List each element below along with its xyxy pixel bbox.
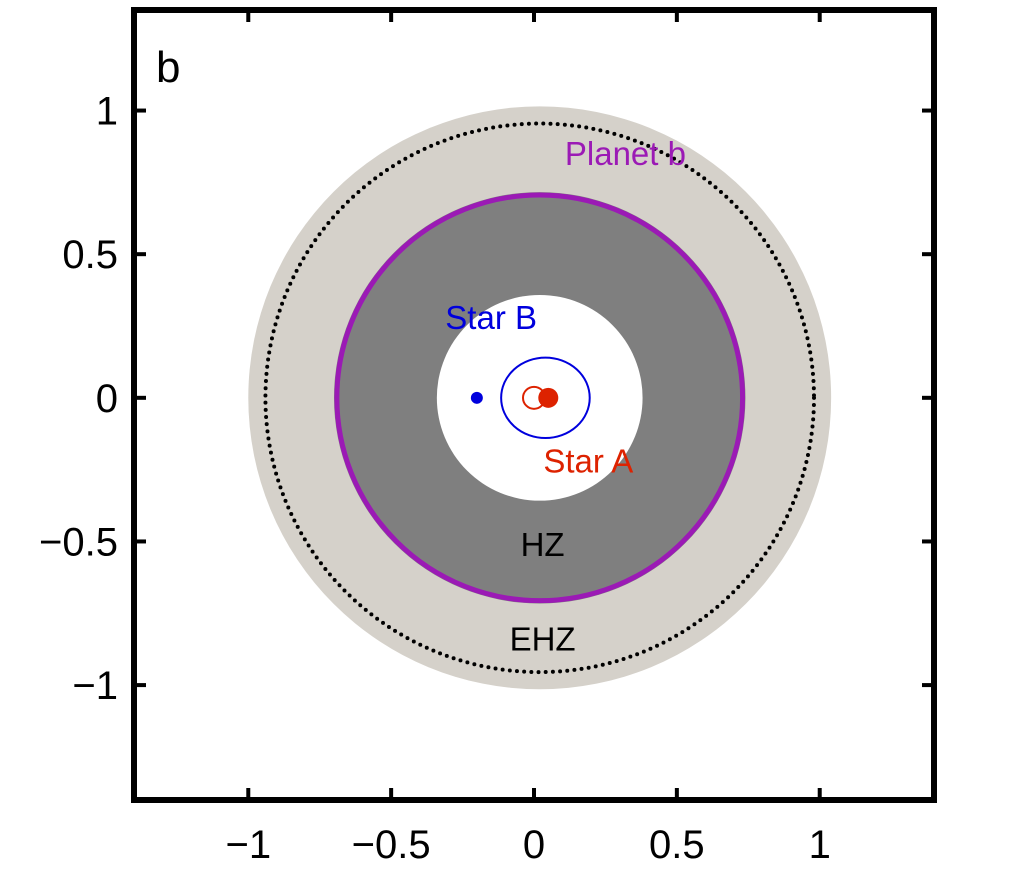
y-tick-labels: 1 0.5 0 −0.5 −1: [39, 90, 118, 709]
star-b-orbit: [500, 356, 591, 440]
star-b-label: Star B: [445, 299, 537, 336]
ehz-label: EHZ: [510, 621, 576, 658]
x-tick-label: −1: [225, 823, 271, 866]
x-tick-label: 1: [809, 823, 831, 866]
y-tick-label: 1: [96, 90, 118, 134]
star-a-label: Star A: [543, 443, 633, 480]
planet-b-label: Planet b: [565, 135, 686, 172]
hz-label: HZ: [521, 526, 565, 563]
x-tick-labels: −1 −0.5 0 0.5 1: [225, 823, 831, 867]
x-tick-label: 0: [523, 823, 545, 866]
plot-frame: [131, 7, 937, 803]
y-tick-label: −0.5: [39, 520, 118, 564]
x-tick-label: −0.5: [352, 823, 431, 866]
star-b-marker: [470, 391, 483, 404]
planet-b-orbit: [334, 192, 746, 604]
star-a-marker: [538, 387, 559, 408]
ehz-dotted-orbit: [263, 121, 816, 675]
y-tick-label: −1: [72, 664, 118, 708]
y-tick-label: 0.5: [62, 233, 118, 277]
panel-label: b: [156, 43, 180, 92]
plot-area: [248, 106, 832, 690]
y-tick-label: 0: [96, 377, 118, 421]
x-tick-label: 0.5: [649, 823, 705, 866]
